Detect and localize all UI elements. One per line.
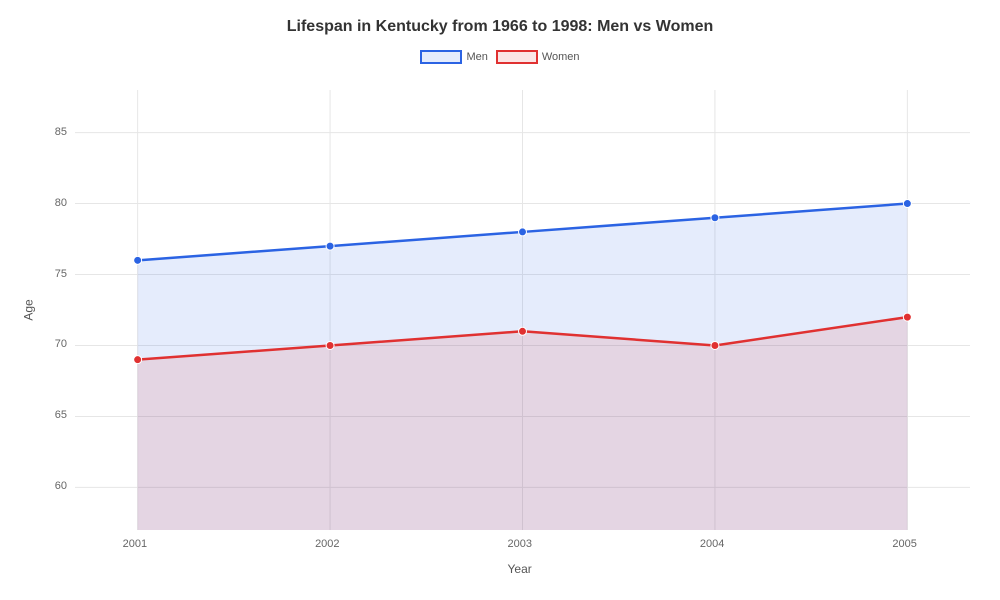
legend: Men Women [0,50,1000,64]
y-tick-label: 60 [55,480,67,492]
chart-container: Lifespan in Kentucky from 1966 to 1998: … [0,0,1000,600]
legend-label-men: Men [466,51,487,63]
legend-swatch-men [420,50,462,64]
chart-title: Lifespan in Kentucky from 1966 to 1998: … [0,0,1000,36]
x-tick-label: 2004 [700,538,724,550]
x-tick-label: 2003 [508,538,532,550]
x-tick-label: 2002 [315,538,339,550]
y-tick-label: 80 [55,197,67,209]
plot-area [75,90,970,530]
y-tick-label: 85 [55,126,67,138]
x-axis-label: Year [508,562,532,576]
legend-item-women: Women [496,50,580,64]
plot-svg [75,90,970,530]
legend-label-women: Women [542,51,580,63]
x-tick-label: 2005 [892,538,916,550]
y-tick-label: 75 [55,268,67,280]
legend-item-men: Men [420,50,487,64]
y-axis-label: Age [22,299,36,320]
y-tick-label: 65 [55,409,67,421]
legend-swatch-women [496,50,538,64]
x-tick-label: 2001 [123,538,147,550]
y-tick-label: 70 [55,338,67,350]
